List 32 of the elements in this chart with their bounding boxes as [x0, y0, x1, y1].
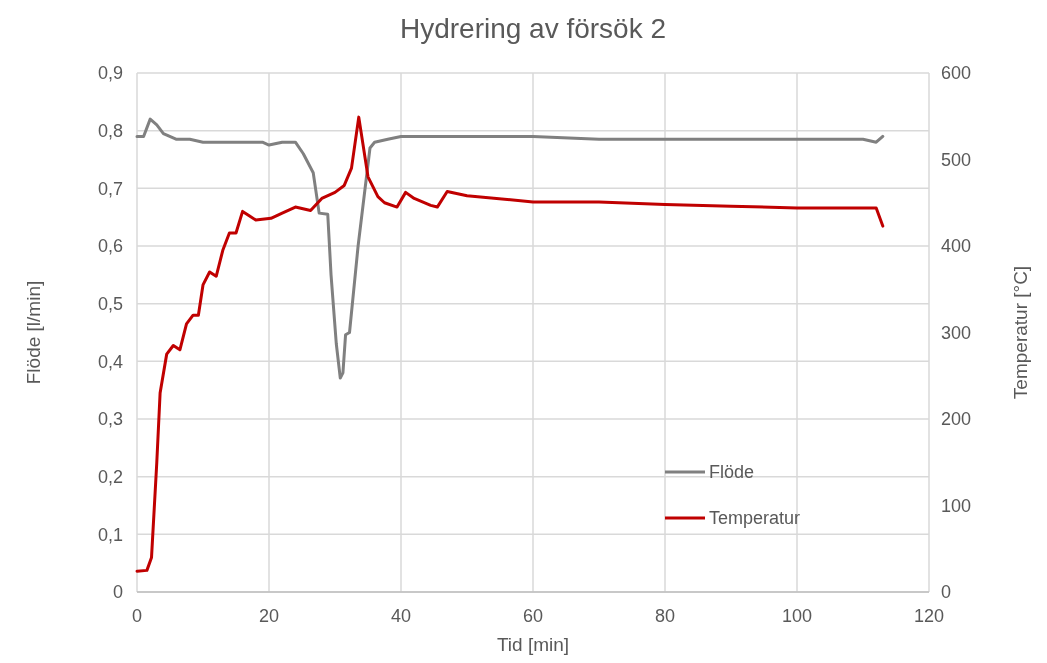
chart-title: Hydrering av försök 2	[399, 13, 667, 44]
x-tick-label: 80	[654, 606, 676, 626]
x-tick-label: 100	[781, 606, 813, 626]
x-axis-title: Tid [min]	[496, 634, 570, 655]
x-tick-label: 60	[522, 606, 544, 626]
y2-tick-label: 500	[941, 149, 972, 170]
y-tick-label: 0	[112, 582, 123, 603]
y-tick-label: 0,6	[97, 236, 123, 257]
y-tick-label: 0,4	[97, 351, 123, 372]
y2-tick-label: 200	[941, 409, 972, 430]
y-tick-label: 0,7	[97, 178, 123, 199]
y-tick-label: 0,9	[97, 63, 123, 84]
y-tick-label: 0,2	[97, 466, 123, 487]
x-tick-label: 40	[390, 606, 412, 626]
y-tick-label: 0,3	[97, 409, 123, 430]
y2-tick-label: 600	[941, 63, 972, 84]
y2-axis-title: Temperatur [°C]	[1010, 265, 1031, 400]
y-tick-label: 0,8	[97, 120, 123, 141]
x-tick-label: 20	[258, 606, 280, 626]
x-tick-label: 0	[131, 606, 143, 626]
y2-tick-label: 400	[941, 236, 972, 257]
x-tick-label: 120	[913, 606, 945, 626]
y2-tick-label: 300	[941, 322, 972, 343]
y2-tick-label: 100	[941, 495, 972, 516]
line-series	[135, 115, 885, 573]
y-tick-label: 0,5	[97, 293, 123, 314]
legend-label: Flöde	[709, 462, 755, 483]
line-series	[135, 117, 885, 380]
y-axis-title: Flöde [l/min]	[23, 280, 44, 385]
legend-label: Temperatur	[709, 508, 801, 529]
y2-tick-label: 0	[941, 582, 952, 603]
y-tick-label: 0,1	[97, 524, 123, 545]
